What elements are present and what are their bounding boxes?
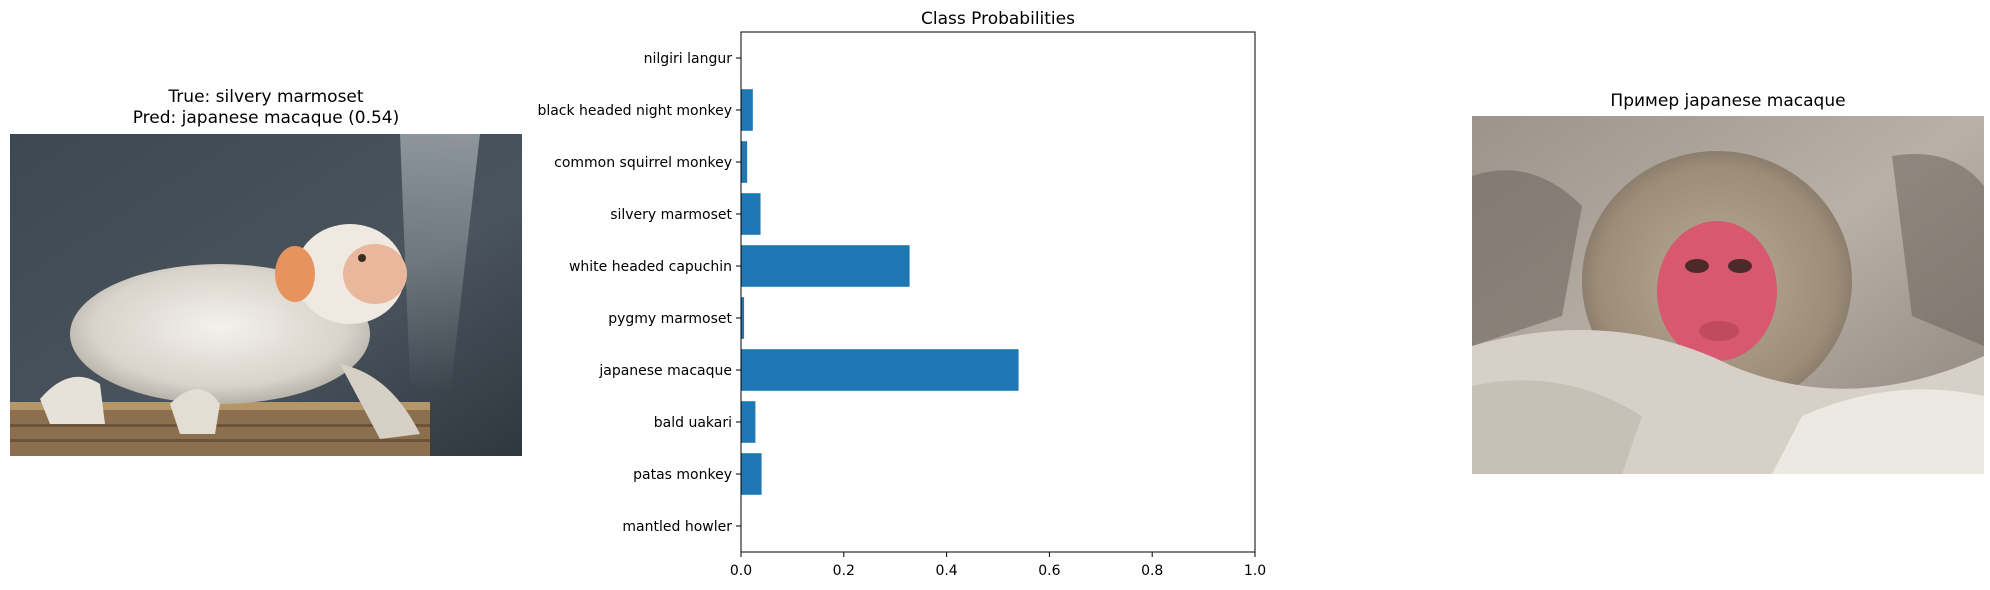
plot-frame (740, 31, 1256, 553)
left-image-title: True: silvery marmoset Pred: japanese ma… (10, 87, 522, 129)
left-sample-image (10, 134, 522, 456)
y-tick-label: japanese macaque (598, 363, 732, 379)
bar-pygmy-marmoset (741, 297, 745, 339)
x-tick-label: 0.2 (833, 563, 855, 579)
x-tick-label: 0.8 (1141, 563, 1163, 579)
y-tick-label: mantled howler (622, 519, 732, 535)
bar-white-headed-capuchin (741, 245, 910, 287)
right-sample-image (1472, 116, 1984, 474)
y-tick-label: patas monkey (633, 467, 732, 483)
x-tick-label: 0.6 (1038, 563, 1060, 579)
bar-common-squirrel-monkey (741, 141, 748, 183)
bar-japanese-macaque (741, 349, 1019, 391)
bar-patas-monkey (741, 453, 762, 495)
true-label: True: silvery marmoset (168, 87, 364, 107)
y-tick-label: common squirrel monkey (554, 155, 732, 171)
x-tick-label: 0.4 (935, 563, 957, 579)
y-tick-label: white headed capuchin (569, 259, 732, 275)
y-tick-label: nilgiri langur (644, 51, 733, 67)
y-tick-label: pygmy marmoset (608, 311, 732, 327)
chart-title: Class Probabilities (921, 9, 1075, 29)
bar-silvery-marmoset (741, 193, 761, 235)
x-tick-label: 1.0 (1244, 563, 1266, 579)
pred-label: Pred: japanese macaque (0.54) (132, 108, 400, 128)
right-image-title: Пример japanese macaque (1610, 91, 1846, 111)
y-tick-label: silvery marmoset (610, 207, 732, 223)
bar-bald-uakari (741, 401, 756, 443)
x-tick-label: 0.0 (730, 563, 752, 579)
y-tick-label: bald uakari (654, 415, 732, 431)
bar-black-headed-night-monkey (741, 89, 753, 131)
y-tick-label: black headed night monkey (537, 103, 732, 119)
